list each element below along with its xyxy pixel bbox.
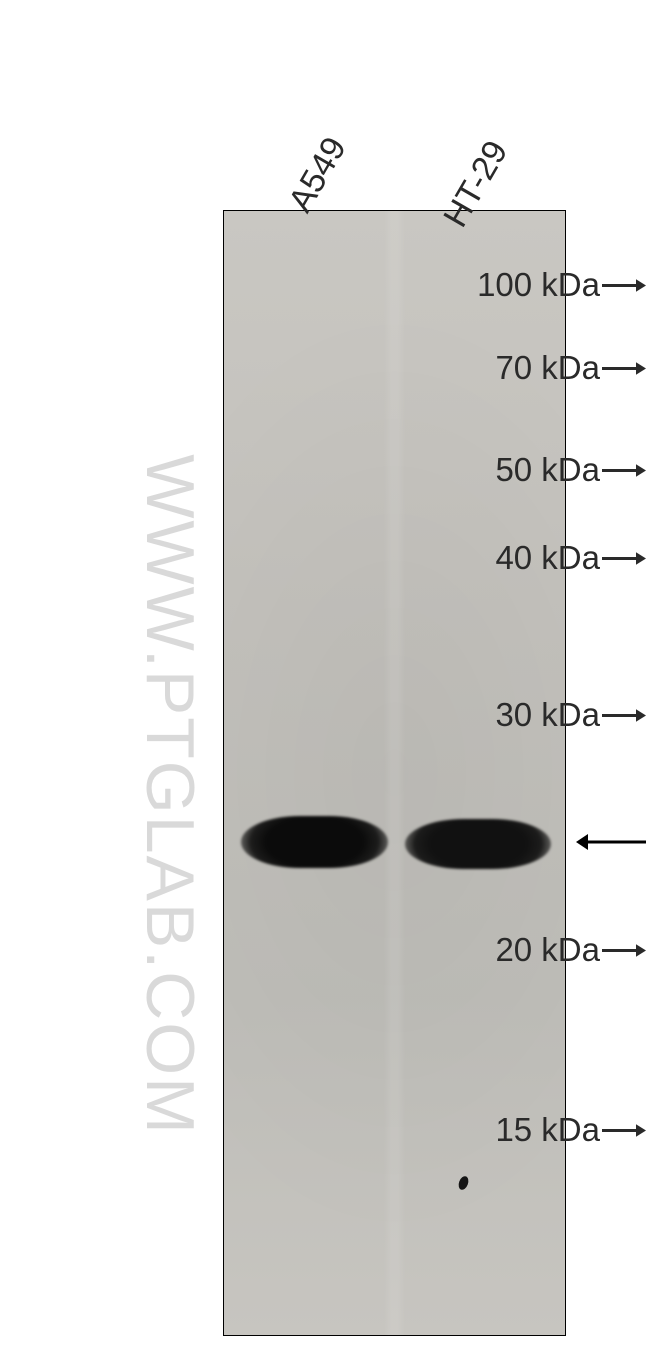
mw-marker-row: 50 kDa (427, 450, 650, 491)
mw-marker-label: 100 kDa (477, 266, 600, 304)
mw-marker-row: 100 kDa (427, 265, 650, 306)
protein-band (405, 819, 552, 869)
arrow-right-icon (600, 454, 650, 487)
mw-marker-label: 50 kDa (495, 451, 600, 489)
mw-marker-label: 70 kDa (495, 349, 600, 387)
protein-band (241, 816, 388, 868)
arrow-right-icon (600, 1114, 650, 1147)
mw-marker-label: 15 kDa (495, 1111, 600, 1149)
target-band-arrow (574, 828, 648, 856)
western-blot-figure: A549HT-29 100 kDa70 kDa50 kDa40 kDa30 kD… (0, 0, 650, 1365)
arrow-right-icon (600, 542, 650, 575)
mw-marker-label: 40 kDa (495, 539, 600, 577)
arrow-right-icon (600, 699, 650, 732)
arrow-right-icon (600, 269, 650, 302)
lane-label: A549 (281, 131, 354, 219)
mw-marker-row: 40 kDa (427, 538, 650, 579)
mw-marker-row: 70 kDa (427, 348, 650, 389)
mw-marker-row: 15 kDa (427, 1110, 650, 1151)
mw-marker-row: 30 kDa (427, 695, 650, 736)
arrow-right-icon (600, 352, 650, 385)
mw-marker-row: 20 kDa (427, 930, 650, 971)
mw-marker-label: 20 kDa (495, 931, 600, 969)
mw-marker-label: 30 kDa (495, 696, 600, 734)
watermark-text: WWW.PTGLAB.COM (131, 395, 209, 1195)
arrow-right-icon (600, 934, 650, 967)
